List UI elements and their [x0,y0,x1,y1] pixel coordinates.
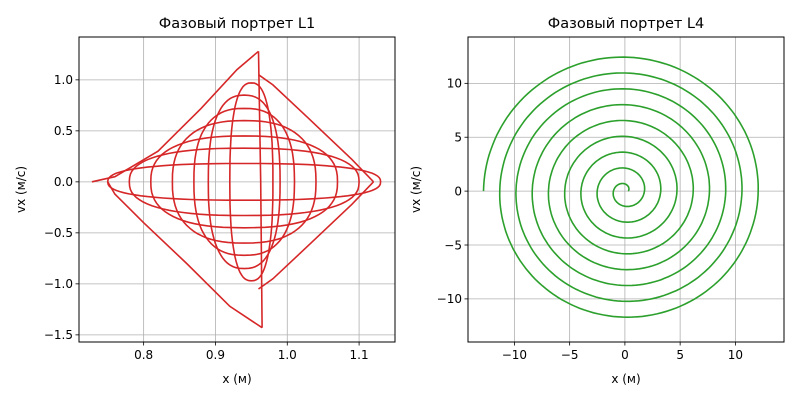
y-tick-label: −1.0 [44,277,73,291]
x-tick-label: 0 [621,348,629,362]
l1-trajectory-segment [258,181,375,290]
chart-l4-title: Фазовый портрет L4 [548,16,704,32]
chart-l1-title: Фазовый портрет L1 [159,16,315,32]
chart-l1-ticks: 0.8 0.9 1.0 1.1 −1.5 −1.0 −0.5 0.0 0.5 1.0 [44,73,369,362]
l1-trajectory-segment [257,51,263,328]
l1-trajectory-segment [258,74,375,183]
l1-trajectory-loop [207,94,281,270]
y-tick-label: −1.5 [44,328,73,342]
chart-l4-ylabel: vx (м/с) [409,166,423,213]
l1-trajectory-segment [107,181,263,329]
l1-trajectory-loop [228,82,274,282]
chart-l4: −10 −5 0 5 10 −10 −5 0 5 10 Фазовый портрет L4 x … [409,16,785,386]
l1-trajectory-loop [106,162,382,201]
y-tick-label: 0.0 [54,175,73,189]
x-tick-label: 5 [676,348,684,362]
y-tick-label: −0.5 [44,226,73,240]
chart-l1-ylabel: vx (м/с) [14,166,28,213]
x-tick-label: 10 [728,348,743,362]
chart-l4-ticks: −10 −5 0 5 10 −10 −5 0 5 10 [437,77,743,362]
chart-l1: 0.8 0.9 1.0 1.1 −1.5 −1.0 −0.5 0.0 0.5 1.0 Фазовы… [14,16,396,386]
chart-l4-grid [468,37,784,342]
x-tick-label: 0.9 [206,348,225,362]
y-tick-label: 0.5 [54,124,73,138]
l1-trajectory-loop [171,119,317,244]
y-tick-label: −10 [437,292,462,306]
chart-l1-curves [91,50,382,329]
chart-l4-curves [482,56,759,319]
x-tick-label: −10 [502,348,527,362]
l1-trajectory-loop [149,135,339,229]
chart-l1-frame [78,36,396,343]
chart-l4-frame [467,36,785,343]
x-tick-label: 1.1 [350,348,369,362]
y-tick-label: 0 [454,184,462,198]
x-tick-label: 1.0 [278,348,297,362]
chart-l1-xlabel: x (м) [222,372,251,386]
chart-l4-xlabel: x (м) [611,372,640,386]
y-tick-label: 10 [447,77,462,91]
x-tick-label: 0.8 [134,348,153,362]
y-tick-label: −5 [444,238,462,252]
y-tick-label: 5 [454,131,462,145]
chart-l1-grid [79,37,395,342]
l4-spiral-trajectory [482,56,759,319]
l1-trajectory-segment [91,50,260,183]
y-tick-label: 1.0 [54,73,73,87]
x-tick-label: −5 [561,348,579,362]
l1-trajectory-loop [193,107,296,257]
